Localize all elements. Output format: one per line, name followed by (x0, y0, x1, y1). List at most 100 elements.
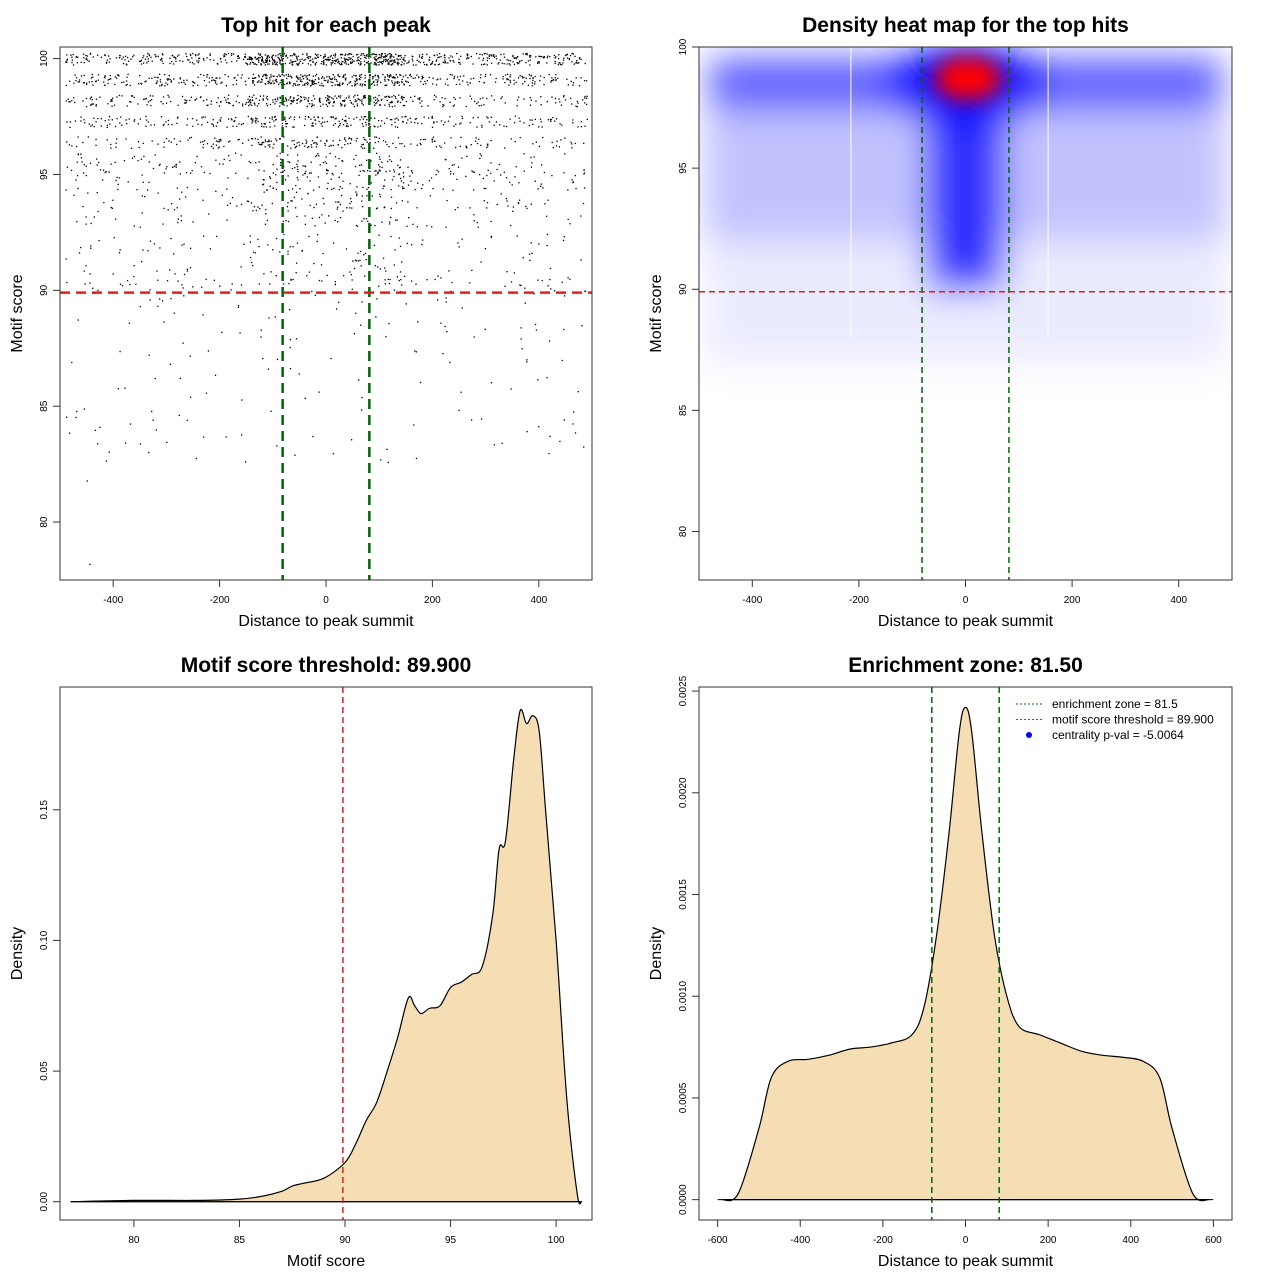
data-point (430, 177, 433, 179)
data-point (127, 181, 129, 183)
data-point (219, 58, 222, 60)
data-point (563, 236, 565, 238)
data-point (323, 77, 325, 79)
data-point (410, 143, 412, 145)
data-point (287, 220, 290, 223)
data-point (103, 76, 106, 79)
data-point (444, 142, 446, 144)
data-point (326, 139, 328, 141)
data-point (178, 414, 180, 417)
data-point (266, 63, 269, 65)
data-point (340, 53, 343, 56)
data-point (465, 105, 467, 108)
data-point (551, 141, 553, 144)
data-point (293, 143, 296, 146)
data-point (297, 76, 299, 78)
data-point (282, 170, 284, 172)
data-point (526, 54, 528, 56)
data-point (78, 81, 81, 83)
data-point (322, 252, 324, 255)
data-point (170, 298, 172, 300)
data-point (365, 55, 368, 57)
data-point (189, 267, 192, 269)
data-point (396, 76, 399, 78)
data-point (84, 283, 86, 285)
data-point (242, 142, 244, 144)
data-point (349, 271, 351, 273)
data-point (406, 242, 408, 245)
data-point (143, 155, 145, 158)
data-point (82, 141, 84, 144)
data-point (470, 98, 473, 100)
data-point (387, 62, 390, 64)
data-point (290, 278, 292, 281)
data-point (159, 85, 161, 87)
data-point (391, 179, 394, 181)
data-point (345, 119, 347, 122)
data-point (330, 62, 332, 64)
data-point (350, 200, 353, 203)
data-point (315, 61, 318, 64)
data-point (126, 83, 128, 86)
data-point (469, 282, 471, 284)
data-point (556, 140, 558, 143)
data-point (503, 53, 505, 55)
data-point (566, 57, 569, 59)
data-point (254, 63, 256, 65)
data-point (88, 60, 90, 62)
data-point (524, 287, 526, 289)
data-point (296, 63, 298, 65)
data-point (373, 104, 376, 107)
data-point (197, 76, 199, 78)
data-point (268, 176, 271, 178)
data-point (447, 120, 450, 122)
data-point (417, 321, 419, 323)
data-point (392, 63, 394, 65)
data-point (221, 331, 223, 334)
data-point (336, 59, 338, 61)
data-point (226, 126, 228, 128)
data-point (338, 158, 340, 160)
data-point (279, 164, 282, 166)
y-axis-label: Motif score (648, 274, 665, 352)
data-point (202, 116, 204, 118)
data-point (353, 105, 356, 108)
data-point (262, 99, 264, 101)
data-point (126, 105, 128, 107)
data-point (431, 116, 433, 118)
data-point (296, 176, 299, 179)
data-point (272, 60, 274, 62)
data-point (322, 63, 325, 65)
data-point (310, 105, 313, 108)
data-point (249, 103, 251, 106)
data-point (483, 82, 485, 84)
data-point (244, 103, 247, 105)
data-point (539, 56, 541, 58)
data-point (389, 56, 391, 59)
data-point (346, 59, 349, 61)
data-point (94, 429, 96, 432)
data-point (203, 59, 205, 61)
data-point (192, 52, 194, 55)
data-point (249, 241, 252, 243)
data-point (555, 118, 558, 120)
data-point (409, 84, 411, 87)
data-point (316, 240, 318, 243)
data-point (255, 122, 257, 124)
data-point (147, 58, 149, 60)
data-point (227, 52, 230, 55)
data-point (298, 83, 300, 86)
data-point (343, 74, 345, 76)
density-peak (934, 56, 1003, 101)
data-point (292, 278, 294, 281)
data-point (401, 78, 403, 80)
data-point (106, 126, 108, 129)
data-point (384, 80, 386, 82)
data-point (297, 55, 299, 57)
data-point (205, 85, 207, 87)
data-point (330, 78, 332, 80)
data-point (373, 63, 375, 65)
data-point (547, 55, 549, 57)
data-point (83, 164, 85, 166)
data-point (206, 104, 208, 107)
